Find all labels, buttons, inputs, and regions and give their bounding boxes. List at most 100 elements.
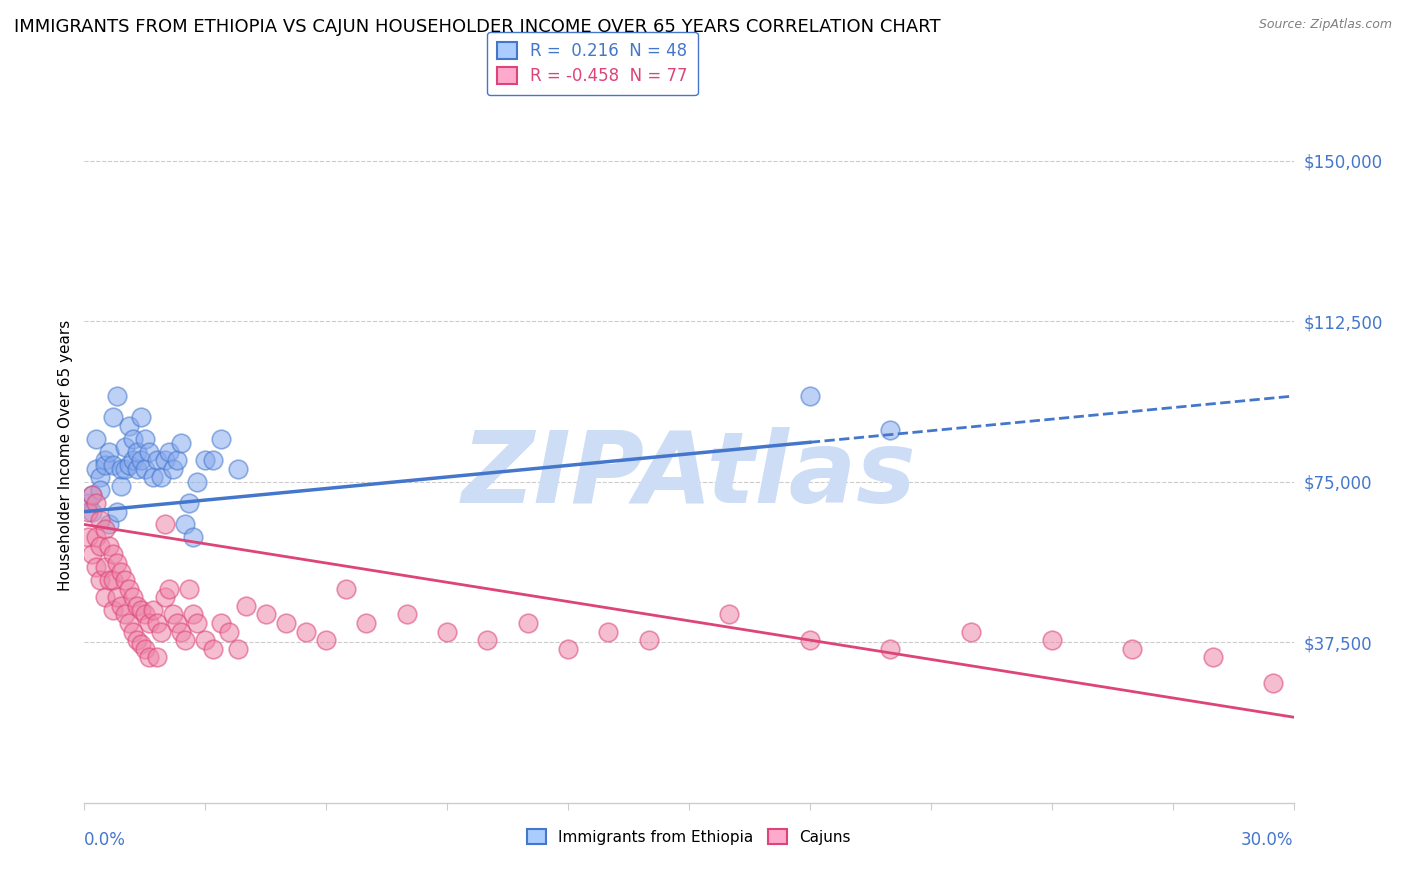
Point — [86, 462, 108, 476]
Point — [134, 462, 156, 476]
Point — [1263, 676, 1285, 690]
Point — [170, 624, 193, 639]
Point — [77, 505, 100, 519]
Point — [477, 633, 499, 648]
Point — [86, 530, 108, 544]
Point — [138, 650, 160, 665]
Text: ZIPAtlas: ZIPAtlas — [461, 427, 917, 524]
Point — [86, 496, 108, 510]
Point — [89, 483, 111, 498]
Point — [356, 615, 378, 630]
Point — [105, 591, 128, 605]
Point — [129, 410, 152, 425]
Point — [118, 419, 141, 434]
Point — [125, 462, 148, 476]
Point — [186, 475, 208, 489]
Point — [101, 573, 124, 587]
Point — [89, 573, 111, 587]
Point — [89, 470, 111, 484]
Point — [598, 624, 620, 639]
Point — [149, 624, 172, 639]
Point — [218, 624, 240, 639]
Point — [114, 607, 136, 622]
Point — [960, 624, 983, 639]
Point — [142, 603, 165, 617]
Point — [395, 607, 418, 622]
Point — [516, 615, 538, 630]
Point — [295, 624, 318, 639]
Point — [129, 453, 152, 467]
Point — [110, 599, 132, 613]
Point — [97, 444, 120, 458]
Point — [557, 641, 579, 656]
Point — [1121, 641, 1143, 656]
Point — [179, 582, 201, 596]
Point — [202, 453, 225, 467]
Point — [118, 582, 141, 596]
Point — [235, 599, 257, 613]
Text: IMMIGRANTS FROM ETHIOPIA VS CAJUN HOUSEHOLDER INCOME OVER 65 YEARS CORRELATION C: IMMIGRANTS FROM ETHIOPIA VS CAJUN HOUSEH… — [14, 18, 941, 36]
Point — [436, 624, 458, 639]
Point — [134, 641, 156, 656]
Point — [110, 479, 132, 493]
Point — [134, 432, 156, 446]
Point — [89, 513, 111, 527]
Point — [157, 444, 180, 458]
Point — [93, 453, 115, 467]
Point — [93, 591, 115, 605]
Legend: Immigrants from Ethiopia, Cajuns: Immigrants from Ethiopia, Cajuns — [522, 822, 856, 851]
Point — [166, 453, 188, 467]
Point — [118, 458, 141, 472]
Point — [114, 573, 136, 587]
Point — [226, 462, 249, 476]
Point — [105, 505, 128, 519]
Point — [718, 607, 741, 622]
Point — [82, 487, 104, 501]
Point — [162, 462, 184, 476]
Point — [86, 560, 108, 574]
Point — [186, 615, 208, 630]
Point — [77, 530, 100, 544]
Point — [101, 548, 124, 562]
Point — [110, 565, 132, 579]
Point — [89, 539, 111, 553]
Text: 30.0%: 30.0% — [1241, 830, 1294, 848]
Point — [146, 453, 169, 467]
Point — [335, 582, 357, 596]
Point — [129, 637, 152, 651]
Point — [105, 389, 128, 403]
Point — [121, 624, 143, 639]
Point — [149, 470, 172, 484]
Point — [226, 641, 249, 656]
Point — [166, 615, 188, 630]
Point — [97, 539, 120, 553]
Point — [121, 591, 143, 605]
Point — [194, 633, 217, 648]
Point — [77, 496, 100, 510]
Point — [637, 633, 659, 648]
Point — [181, 530, 204, 544]
Point — [209, 432, 232, 446]
Point — [129, 603, 152, 617]
Point — [799, 633, 821, 648]
Point — [254, 607, 277, 622]
Point — [101, 458, 124, 472]
Point — [315, 633, 337, 648]
Point — [1040, 633, 1063, 648]
Point — [153, 517, 176, 532]
Point — [125, 599, 148, 613]
Point — [97, 517, 120, 532]
Y-axis label: Householder Income Over 65 years: Householder Income Over 65 years — [58, 319, 73, 591]
Point — [125, 633, 148, 648]
Text: 0.0%: 0.0% — [84, 830, 127, 848]
Point — [194, 453, 217, 467]
Point — [153, 453, 176, 467]
Text: Source: ZipAtlas.com: Source: ZipAtlas.com — [1258, 18, 1392, 31]
Point — [153, 591, 176, 605]
Point — [82, 548, 104, 562]
Point — [181, 607, 204, 622]
Point — [138, 444, 160, 458]
Point — [114, 441, 136, 455]
Point — [146, 615, 169, 630]
Point — [121, 453, 143, 467]
